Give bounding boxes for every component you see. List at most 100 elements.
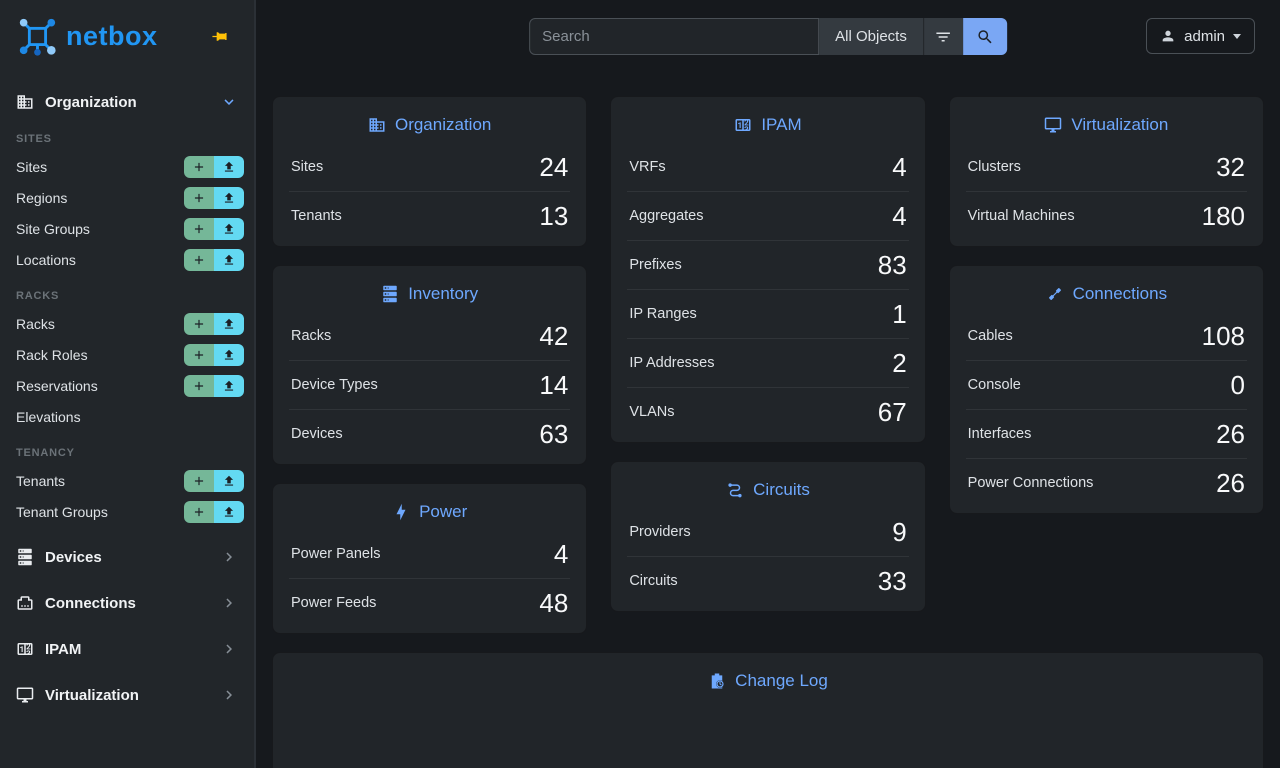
add-button[interactable] (184, 500, 214, 523)
stat-value-interfaces[interactable]: 26 (1216, 419, 1245, 449)
card-title-text: Organization (394, 115, 492, 134)
import-button[interactable] (214, 217, 244, 240)
plus-icon (192, 348, 206, 362)
import-button[interactable] (214, 469, 244, 492)
stat-link-vrfs[interactable]: VRFs (629, 159, 666, 175)
card-inventory: Inventory Racks 42 Device Types 14 Devic… (272, 265, 588, 465)
stat-value-tenants[interactable]: 13 (539, 201, 569, 231)
card-inventory-title[interactable]: Inventory (289, 280, 570, 312)
stat-link-tenants[interactable]: Tenants (291, 208, 342, 224)
stat-link-prefixes[interactable]: Prefixes (629, 257, 682, 273)
group-label: Virtualization (45, 686, 139, 704)
search-submit-button[interactable] (962, 18, 1007, 55)
stat-value-vlans[interactable]: 67 (877, 397, 907, 427)
stat-value-sites[interactable]: 24 (539, 152, 569, 182)
stat-value-ip-addresses[interactable]: 2 (892, 348, 907, 378)
netbox-logo[interactable]: netbox (16, 15, 158, 57)
stat-value-clusters[interactable]: 32 (1216, 152, 1245, 182)
item-label: Regions (16, 189, 68, 206)
sidebar-item-rack-roles[interactable]: Rack Roles (0, 339, 254, 370)
stat-value-cables[interactable]: 108 (1201, 321, 1245, 351)
stat-link-circuits[interactable]: Circuits (629, 573, 678, 589)
stat-link-interfaces[interactable]: Interfaces (967, 426, 1032, 442)
stat-link-power-connections[interactable]: Power Connections (967, 475, 1094, 491)
stat-value-power-panels[interactable]: 4 (553, 539, 569, 569)
add-button[interactable] (184, 248, 214, 271)
import-button[interactable] (214, 374, 244, 397)
sidebar-item-tenant-groups[interactable]: Tenant Groups (0, 496, 254, 527)
card-ipam-title[interactable]: IPAM (627, 111, 908, 143)
stat-link-clusters[interactable]: Clusters (967, 159, 1021, 175)
sidebar-group-connections[interactable]: Connections (0, 587, 254, 619)
stat-value-providers[interactable]: 9 (892, 517, 907, 547)
stat-link-ip-ranges[interactable]: IP Ranges (629, 306, 697, 322)
stat-value-power-feeds[interactable]: 48 (539, 588, 569, 618)
sidebar-item-sites[interactable]: Sites (0, 151, 254, 182)
sidebar-item-regions[interactable]: Regions (0, 182, 254, 213)
card-title-text: Change Log (735, 671, 828, 690)
stat-value-racks[interactable]: 42 (539, 321, 569, 351)
card-connections-title[interactable]: Connections (966, 280, 1247, 312)
stat-link-ip-addresses[interactable]: IP Addresses (629, 355, 715, 371)
import-button[interactable] (214, 248, 244, 271)
stat-value-device-types[interactable]: 14 (539, 370, 569, 400)
add-button[interactable] (184, 343, 214, 366)
sidebar-item-racks[interactable]: Racks (0, 308, 254, 339)
add-button[interactable] (184, 217, 214, 240)
stat-link-devices[interactable]: Devices (291, 426, 343, 442)
sidebar-item-site-groups[interactable]: Site Groups (0, 213, 254, 244)
sidebar-group-organization[interactable]: Organization (0, 86, 254, 118)
add-button[interactable] (184, 312, 214, 335)
add-button[interactable] (184, 155, 214, 178)
import-button[interactable] (214, 155, 244, 178)
sidebar-item-elevations[interactable]: Elevations (0, 401, 254, 432)
add-button[interactable] (184, 374, 214, 397)
add-button[interactable] (184, 469, 214, 492)
stat-link-providers[interactable]: Providers (629, 524, 691, 540)
stat-link-sites[interactable]: Sites (291, 159, 324, 175)
card-power-title[interactable]: Power (289, 498, 570, 530)
card-organization-title[interactable]: Organization (289, 111, 570, 143)
stat-link-cables[interactable]: Cables (967, 328, 1013, 344)
stat-link-vlans[interactable]: VLANs (629, 404, 675, 420)
sidebar-item-reservations[interactable]: Reservations (0, 370, 254, 401)
group-label: Devices (45, 548, 102, 566)
search-filter-button[interactable] (922, 18, 963, 55)
stat-link-console[interactable]: Console (967, 377, 1021, 393)
import-button[interactable] (214, 312, 244, 335)
card-circuits-title[interactable]: Circuits (627, 476, 908, 508)
import-button[interactable] (214, 343, 244, 366)
card-title-text: Power (419, 502, 468, 521)
pin-sidebar-button[interactable] (211, 28, 228, 45)
stat-link-racks[interactable]: Racks (291, 328, 332, 344)
import-button[interactable] (214, 500, 244, 523)
stat-value-virtual-machines[interactable]: 180 (1201, 201, 1245, 231)
stat-value-vrfs[interactable]: 4 (892, 152, 907, 182)
sidebar-group-virtualization[interactable]: Virtualization (0, 679, 254, 711)
stat-value-circuits[interactable]: 33 (877, 566, 907, 596)
clipboard-clock-icon (708, 672, 726, 690)
sidebar-group-devices[interactable]: Devices (0, 541, 254, 573)
stat-value-prefixes[interactable]: 83 (877, 250, 907, 280)
import-button[interactable] (214, 186, 244, 209)
search-scope-dropdown[interactable]: All Objects (819, 18, 923, 55)
sidebar-group-ipam[interactable]: IPAM (0, 633, 254, 665)
stat-link-device-types[interactable]: Device Types (291, 377, 378, 393)
add-button[interactable] (184, 186, 214, 209)
stat-value-devices[interactable]: 63 (539, 419, 569, 449)
stat-link-power-panels[interactable]: Power Panels (291, 546, 381, 562)
sidebar-item-tenants[interactable]: Tenants (0, 465, 254, 496)
stat-value-power-connections[interactable]: 26 (1216, 468, 1245, 498)
stat-value-aggregates[interactable]: 4 (892, 201, 907, 231)
user-menu-button[interactable]: admin (1146, 18, 1255, 54)
stat-value-console[interactable]: 0 (1230, 370, 1245, 400)
stat-link-power-feeds[interactable]: Power Feeds (291, 595, 377, 611)
card-virtualization-title[interactable]: Virtualization (966, 111, 1247, 143)
stat-value-ip-ranges[interactable]: 1 (892, 299, 907, 329)
card-changelog-title[interactable]: Change Log (289, 667, 1247, 699)
counter-icon (734, 116, 752, 134)
sidebar-item-locations[interactable]: Locations (0, 244, 254, 275)
stat-link-virtual-machines[interactable]: Virtual Machines (967, 208, 1075, 224)
search-input[interactable] (529, 18, 820, 55)
stat-link-aggregates[interactable]: Aggregates (629, 208, 704, 224)
